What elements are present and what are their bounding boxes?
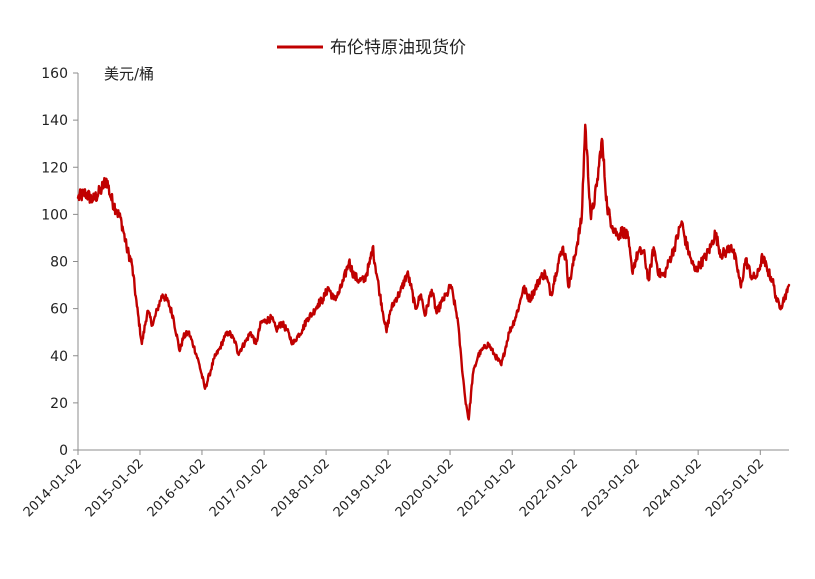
x-tick-label: 2025-01-02 <box>703 456 767 520</box>
x-tick-label: 2019-01-02 <box>331 456 395 520</box>
y-tick-label: 120 <box>41 160 68 176</box>
y-axis-unit-label: 美元/桶 <box>104 65 154 83</box>
x-tick-label: 2015-01-02 <box>83 456 147 520</box>
y-tick-label: 60 <box>50 302 68 318</box>
x-tick-label: 2017-01-02 <box>207 456 271 520</box>
x-tick-label: 2024-01-02 <box>641 456 705 520</box>
y-axis-ticks: 0 20 40 60 80 100 120 140 160 <box>41 66 78 459</box>
y-tick-label: 20 <box>50 396 68 412</box>
y-tick-label: 140 <box>41 113 68 129</box>
x-tick-label: 2014-01-02 <box>21 456 85 520</box>
y-tick-label: 80 <box>50 255 68 271</box>
legend: 布伦特原油现货价 <box>277 38 466 58</box>
y-tick-label: 100 <box>41 207 68 223</box>
legend-label: 布伦特原油现货价 <box>330 38 466 58</box>
x-tick-label: 2021-01-02 <box>455 456 519 520</box>
x-tick-label: 2023-01-02 <box>579 456 643 520</box>
series-line-brent <box>76 123 791 421</box>
x-tick-label: 2020-01-02 <box>393 456 457 520</box>
y-tick-label: 160 <box>41 66 68 82</box>
y-tick-label: 0 <box>59 443 68 459</box>
y-tick-label: 40 <box>50 349 68 365</box>
x-tick-label: 2018-01-02 <box>269 456 333 520</box>
x-tick-label: 2016-01-02 <box>145 456 209 520</box>
x-tick-label: 2022-01-02 <box>517 456 581 520</box>
x-axis-ticks: 2014-01-022015-01-022016-01-022017-01-02… <box>21 450 767 520</box>
